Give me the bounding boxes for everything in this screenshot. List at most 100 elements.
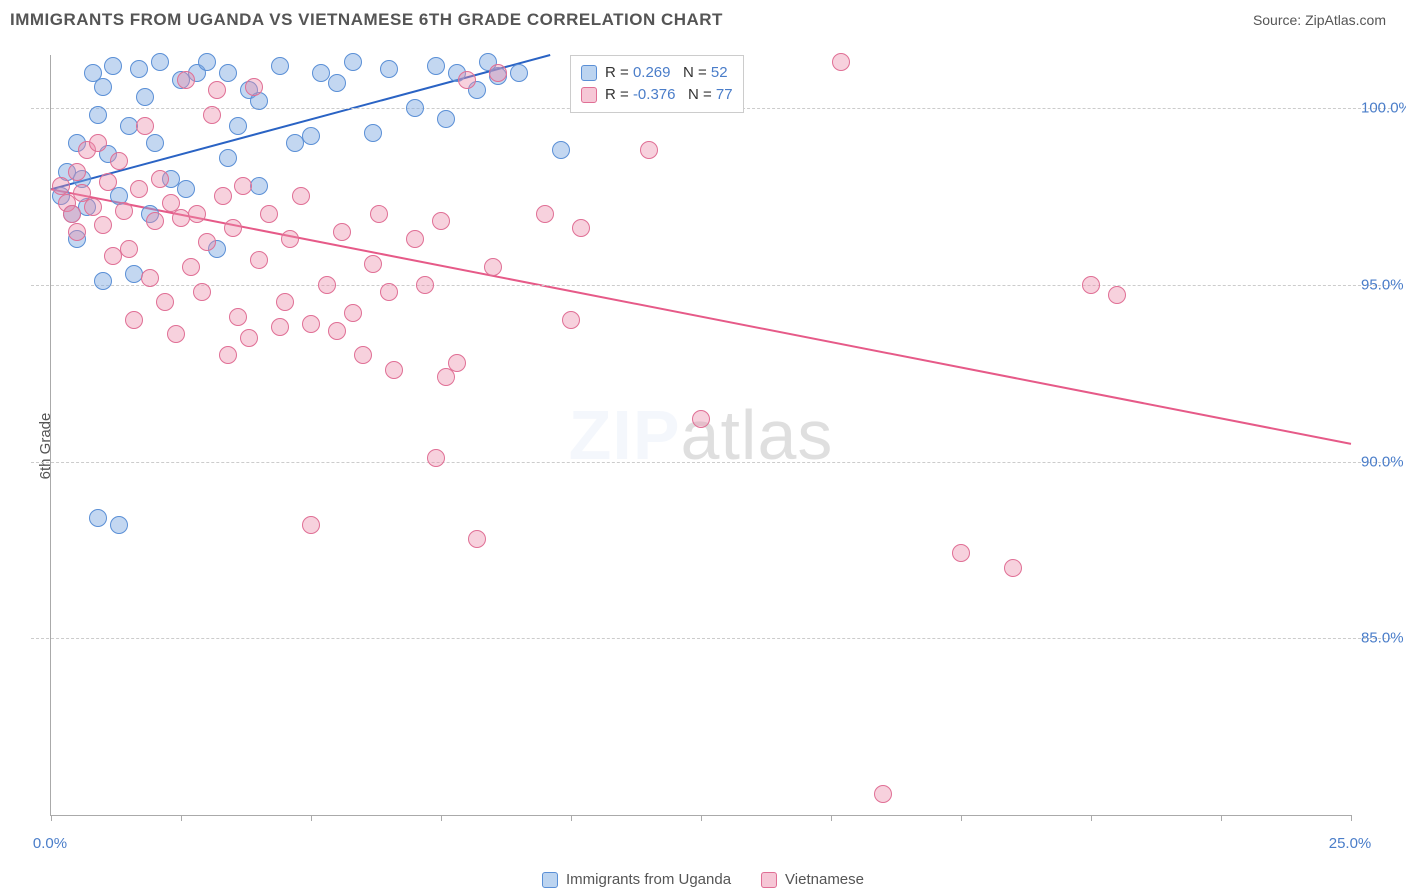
data-point bbox=[354, 346, 372, 364]
data-point bbox=[99, 173, 117, 191]
data-point bbox=[125, 311, 143, 329]
data-point bbox=[188, 205, 206, 223]
data-point bbox=[692, 410, 710, 428]
data-point bbox=[260, 205, 278, 223]
x-tick bbox=[441, 815, 442, 821]
trend-lines bbox=[51, 55, 1351, 815]
data-point bbox=[203, 106, 221, 124]
data-point bbox=[89, 134, 107, 152]
x-tick bbox=[831, 815, 832, 821]
data-point bbox=[219, 346, 237, 364]
stats-swatch bbox=[581, 87, 597, 103]
data-point bbox=[832, 53, 850, 71]
stats-swatch bbox=[581, 65, 597, 81]
data-point bbox=[302, 516, 320, 534]
data-point bbox=[552, 141, 570, 159]
data-point bbox=[468, 530, 486, 548]
y-tick-label: 85.0% bbox=[1361, 630, 1406, 647]
data-point bbox=[1082, 276, 1100, 294]
x-tick bbox=[571, 815, 572, 821]
y-tick-label: 100.0% bbox=[1361, 100, 1406, 117]
stats-row: R = 0.269 N = 52 bbox=[581, 62, 733, 84]
gridline bbox=[31, 638, 1391, 639]
data-point bbox=[63, 205, 81, 223]
data-point bbox=[136, 117, 154, 135]
data-point bbox=[198, 53, 216, 71]
legend-label-uganda: Immigrants from Uganda bbox=[566, 871, 731, 888]
data-point bbox=[250, 177, 268, 195]
data-point bbox=[141, 269, 159, 287]
data-point bbox=[167, 325, 185, 343]
data-point bbox=[427, 57, 445, 75]
data-point bbox=[1108, 286, 1126, 304]
x-tick bbox=[701, 815, 702, 821]
data-point bbox=[344, 53, 362, 71]
data-point bbox=[89, 106, 107, 124]
legend-item-uganda: Immigrants from Uganda bbox=[542, 871, 731, 888]
data-point bbox=[68, 223, 86, 241]
x-tick bbox=[181, 815, 182, 821]
data-point bbox=[182, 258, 200, 276]
data-point bbox=[151, 170, 169, 188]
data-point bbox=[120, 240, 138, 258]
data-point bbox=[177, 180, 195, 198]
bottom-legend: Immigrants from Uganda Vietnamese bbox=[542, 871, 864, 888]
data-point bbox=[219, 149, 237, 167]
data-point bbox=[292, 187, 310, 205]
data-point bbox=[952, 544, 970, 562]
stats-text: R = -0.376 N = 77 bbox=[605, 84, 733, 106]
data-point bbox=[572, 219, 590, 237]
data-point bbox=[328, 322, 346, 340]
data-point bbox=[115, 202, 133, 220]
stats-row: R = -0.376 N = 77 bbox=[581, 84, 733, 106]
data-point bbox=[229, 308, 247, 326]
x-tick bbox=[1091, 815, 1092, 821]
data-point bbox=[52, 177, 70, 195]
data-point bbox=[224, 219, 242, 237]
data-point bbox=[219, 64, 237, 82]
data-point bbox=[380, 60, 398, 78]
legend-swatch-vietnamese bbox=[761, 872, 777, 888]
data-point bbox=[302, 315, 320, 333]
data-point bbox=[385, 361, 403, 379]
data-point bbox=[110, 516, 128, 534]
data-point bbox=[458, 71, 476, 89]
data-point bbox=[271, 318, 289, 336]
x-tick bbox=[1221, 815, 1222, 821]
data-point bbox=[94, 216, 112, 234]
x-tick bbox=[961, 815, 962, 821]
chart-title: IMMIGRANTS FROM UGANDA VS VIETNAMESE 6TH… bbox=[10, 10, 723, 30]
data-point bbox=[406, 99, 424, 117]
data-point bbox=[406, 230, 424, 248]
data-point bbox=[536, 205, 554, 223]
watermark: ZIPatlas bbox=[569, 395, 834, 475]
data-point bbox=[437, 110, 455, 128]
x-tick bbox=[51, 815, 52, 821]
data-point bbox=[427, 449, 445, 467]
data-point bbox=[271, 57, 289, 75]
data-point bbox=[146, 212, 164, 230]
data-point bbox=[328, 74, 346, 92]
data-point bbox=[416, 276, 434, 294]
gridline bbox=[31, 285, 1391, 286]
data-point bbox=[333, 223, 351, 241]
data-point bbox=[130, 180, 148, 198]
data-point bbox=[318, 276, 336, 294]
data-point bbox=[198, 233, 216, 251]
data-point bbox=[489, 64, 507, 82]
source-label: Source: ZipAtlas.com bbox=[1253, 12, 1386, 28]
data-point bbox=[250, 251, 268, 269]
data-point bbox=[364, 124, 382, 142]
data-point bbox=[370, 205, 388, 223]
data-point bbox=[510, 64, 528, 82]
data-point bbox=[281, 230, 299, 248]
x-tick-label: 25.0% bbox=[1329, 835, 1372, 852]
data-point bbox=[94, 78, 112, 96]
data-point bbox=[344, 304, 362, 322]
data-point bbox=[214, 187, 232, 205]
data-point bbox=[104, 57, 122, 75]
data-point bbox=[193, 283, 211, 301]
data-point bbox=[89, 509, 107, 527]
data-point bbox=[562, 311, 580, 329]
data-point bbox=[276, 293, 294, 311]
